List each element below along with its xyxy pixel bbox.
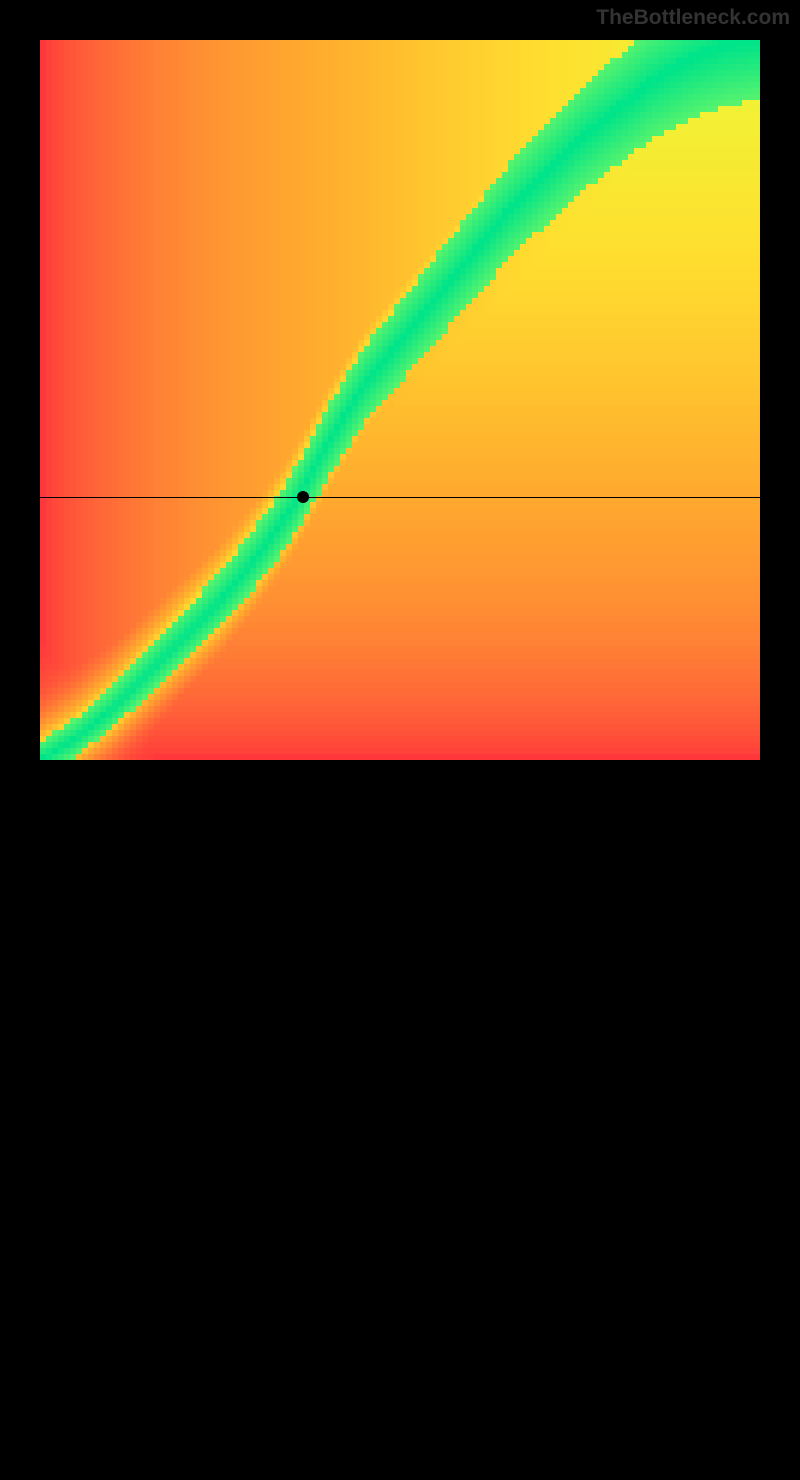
heatmap-canvas [40,40,760,760]
heatmap-plot [40,40,760,760]
crosshair-vertical [302,760,303,1480]
watermark-text: TheBottleneck.com [596,6,790,30]
crosshair-horizontal [40,497,760,498]
crosshair-marker [297,491,309,503]
